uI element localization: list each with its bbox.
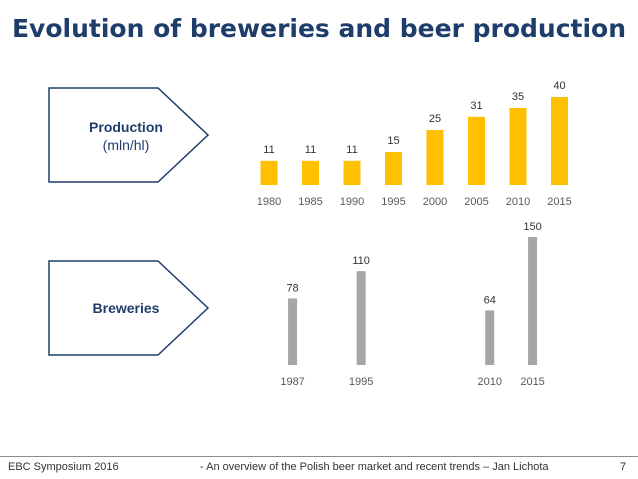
production-label-shape: Production (mln/hl)	[48, 87, 210, 183]
footer-page-number: 7	[620, 461, 627, 473]
breweries-bar-1995	[356, 271, 366, 365]
breweries-bar-2015	[528, 237, 538, 365]
breweries-value-label-1995: 110	[352, 255, 370, 267]
production-tick-label-1980: 1980	[257, 196, 281, 208]
production-value-label-2005: 31	[470, 100, 482, 112]
production-value-label-1995: 15	[387, 135, 399, 147]
production-value-label-2000: 25	[429, 113, 441, 125]
production-tick-label-2015: 2015	[547, 196, 571, 208]
production-tick-label-1990: 1990	[340, 196, 364, 208]
production-tick-label-2010: 2010	[506, 196, 530, 208]
footer-center: - An overview of the Polish beer market …	[200, 461, 549, 473]
production-value-label-2015: 40	[553, 80, 565, 92]
production-tick-label-2000: 2000	[423, 196, 447, 208]
breweries-label-shape: Breweries	[48, 260, 210, 356]
production-value-label-1980: 11	[263, 144, 274, 156]
production-label-unit: (mln/hl)	[102, 137, 150, 153]
production-bar-2000	[426, 130, 444, 185]
breweries-value-label-1987: 78	[286, 282, 298, 294]
production-value-label-2010: 35	[512, 91, 524, 103]
breweries-tick-label-1987: 1987	[280, 376, 304, 388]
production-tick-label-1985: 1985	[298, 196, 322, 208]
production-bar-2015	[551, 97, 568, 185]
breweries-label-title: Breweries	[92, 300, 160, 316]
production-bar-1995	[385, 152, 402, 185]
production-tick-label-2005: 2005	[464, 196, 488, 208]
production-bar-2010	[509, 108, 527, 185]
production-label-title: Production	[89, 119, 163, 135]
breweries-tick-label-2015: 2015	[520, 376, 544, 388]
breweries-chart: 78 1987 110 1995 64 2010 150 2015	[280, 221, 544, 388]
breweries-bar-1987	[288, 298, 298, 365]
page-title: Evolution of breweries and beer producti…	[11, 14, 627, 43]
production-chart: 11 1980 11 1985 11 1990 15 1995 25 2000 31 2005 35 20…	[257, 80, 572, 208]
breweries-value-label-2010: 64	[484, 294, 496, 306]
footer-left: EBC Symposium 2016	[8, 461, 119, 473]
breweries-pentagon	[48, 260, 210, 356]
production-value-label-1985: 11	[305, 144, 316, 156]
breweries-tick-label-1995: 1995	[349, 376, 373, 388]
production-tick-label-1995: 1995	[381, 196, 405, 208]
breweries-value-label-2015: 150	[523, 221, 541, 233]
production-bar-1980	[260, 160, 278, 185]
production-value-label-1990: 11	[346, 144, 357, 156]
production-pentagon	[48, 87, 210, 183]
breweries-tick-label-2010: 2010	[477, 376, 501, 388]
production-bar-1990	[343, 160, 361, 185]
footer: EBC Symposium 2016 - An overview of the …	[0, 456, 638, 477]
breweries-bar-2010	[485, 310, 495, 365]
production-bar-1985	[302, 160, 319, 185]
production-bar-2005	[468, 116, 485, 185]
